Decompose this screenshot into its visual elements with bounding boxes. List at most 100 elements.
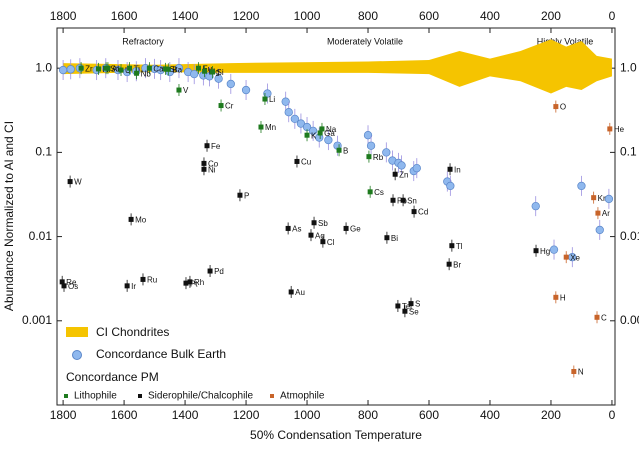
element-point: [317, 130, 323, 136]
element-point: [553, 104, 559, 110]
element-label: Co: [208, 160, 219, 169]
element-label: Pt: [190, 279, 198, 288]
element-point: [320, 239, 326, 245]
element-point: [163, 66, 169, 72]
x-tick-label: 1600: [111, 408, 138, 422]
element-point: [533, 248, 539, 254]
element-label: Ca: [153, 64, 164, 73]
element-point: [553, 294, 559, 300]
x-tick-label: 1000: [294, 408, 321, 422]
bulk-earth-point: [363, 131, 373, 140]
element-point: [183, 280, 189, 286]
element-point: [319, 126, 325, 132]
element-label: Ba: [172, 65, 182, 74]
element-label: Bi: [391, 234, 398, 243]
element-label: Ni: [208, 165, 216, 174]
element-label: C: [601, 313, 607, 322]
x-tick-label-top: 200: [541, 9, 561, 23]
element-point: [95, 66, 101, 72]
bulk-earth-point: [226, 79, 235, 89]
element-label: Li: [269, 95, 275, 104]
x-tick-label: 1400: [172, 408, 199, 422]
element-point: [294, 158, 300, 164]
element-label: Eu: [202, 64, 212, 73]
element-label: Ir: [131, 282, 136, 291]
element-point: [591, 195, 597, 201]
plot-frame: [56, 27, 616, 406]
x-axis-label: 50% Condensation Temperature: [250, 428, 422, 442]
legend-swatch: [66, 327, 88, 337]
y-tick-label: 1.0: [35, 60, 52, 74]
element-label: Re: [66, 278, 77, 287]
y-axis-label: Abundance Normalized to Al and CI: [2, 121, 16, 311]
bulk-earth-point: [604, 194, 614, 204]
element-point: [311, 220, 317, 226]
bulk-earth-point: [296, 119, 306, 128]
element-label: Au: [295, 288, 305, 297]
bulk-earth-point: [446, 181, 455, 191]
legend-swatch: [270, 394, 274, 398]
element-point: [400, 197, 406, 203]
element-label: Na: [326, 125, 337, 134]
y-tick-label-right: 0.001: [620, 313, 639, 327]
element-point: [176, 87, 182, 93]
element-point: [127, 65, 133, 71]
element-point: [392, 171, 398, 177]
element-label: S: [415, 300, 420, 309]
x-tick-label-top: 1600: [111, 9, 138, 23]
element-label: Cr: [225, 102, 234, 111]
element-label: Ga: [324, 129, 335, 138]
bulk-earth-point: [281, 97, 290, 106]
y-tick-label: 0.01: [29, 229, 53, 243]
element-point: [411, 209, 417, 215]
element-point: [146, 65, 152, 71]
element-point: [187, 279, 193, 285]
bulk-earth-point: [58, 65, 68, 75]
element-label: O: [560, 103, 566, 112]
element-point: [447, 166, 453, 172]
bulk-earth-point: [284, 108, 293, 117]
element-label: Sr: [170, 65, 178, 74]
element-point: [124, 283, 130, 289]
element-point: [343, 225, 349, 231]
element-point: [308, 232, 314, 238]
legend-label: Atmophile: [280, 391, 325, 402]
bulk-earth-point: [214, 74, 223, 83]
legend-label: CI Chondrites: [96, 325, 169, 339]
element-label: Ge: [350, 225, 361, 234]
x-tick-label: 1200: [233, 408, 260, 422]
x-tick-label: 800: [358, 408, 378, 422]
element-label: Sn: [407, 196, 417, 205]
x-tick-label-top: 1200: [233, 9, 260, 23]
element-label: Ag: [315, 231, 325, 240]
legend-swatch: [138, 394, 142, 398]
region-label: Moderately Volatile: [327, 36, 403, 46]
legend-label: Concordance Bulk Earth: [96, 347, 226, 361]
element-point: [237, 192, 243, 198]
element-point: [202, 68, 208, 74]
element-label: Te: [402, 302, 411, 311]
element-label: Cs: [374, 188, 384, 197]
element-point: [105, 65, 111, 71]
element-label: Sb: [318, 219, 328, 228]
element-label: Cu: [301, 158, 311, 167]
legend-swatch: [64, 394, 68, 398]
element-label: K: [311, 131, 317, 140]
element-point: [563, 254, 569, 260]
element-point: [408, 301, 414, 307]
element-point: [395, 303, 401, 309]
x-tick-label: 0: [609, 408, 616, 422]
element-label: Os: [68, 282, 78, 291]
element-point: [128, 216, 134, 222]
element-point: [304, 132, 310, 138]
element-point: [446, 261, 452, 267]
legend-label: Lithophile: [74, 391, 117, 402]
element-label: H: [560, 293, 566, 302]
y-tick-label-right: 1.0: [620, 60, 637, 74]
element-point: [449, 243, 455, 249]
element-label: In: [454, 165, 461, 174]
bulk-earth-point: [241, 85, 251, 95]
x-tick-label: 400: [480, 408, 500, 422]
element-label: P: [244, 191, 249, 200]
element-point: [285, 225, 291, 231]
